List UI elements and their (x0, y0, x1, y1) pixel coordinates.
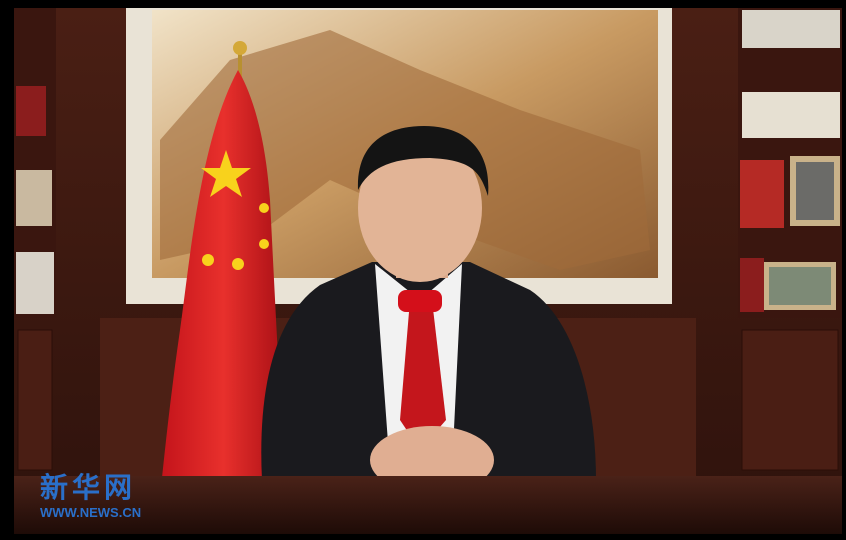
cabinet-door (741, 329, 839, 471)
tie (400, 300, 446, 450)
books (16, 252, 54, 314)
photo (769, 267, 831, 305)
books (742, 10, 840, 48)
flag-star (201, 150, 251, 197)
flag (162, 70, 285, 478)
face (358, 134, 482, 282)
desk (14, 476, 842, 534)
books (16, 86, 46, 136)
hair (357, 126, 489, 196)
watermark-logo: 新华网 (40, 471, 136, 504)
watermark-url: WWW.NEWS.CN (40, 505, 141, 520)
flag-star (259, 239, 269, 249)
cabinet-door (17, 329, 53, 471)
books (742, 92, 840, 138)
finial (233, 41, 247, 55)
portrait (796, 162, 834, 220)
flag-star (259, 203, 269, 213)
left-bookshelf (14, 8, 56, 318)
tie-knot (398, 290, 442, 312)
flag-star (232, 258, 244, 270)
flag-star (202, 254, 214, 266)
books (740, 258, 764, 312)
right-bookshelf (738, 8, 842, 318)
books (16, 170, 52, 226)
books (740, 160, 784, 228)
